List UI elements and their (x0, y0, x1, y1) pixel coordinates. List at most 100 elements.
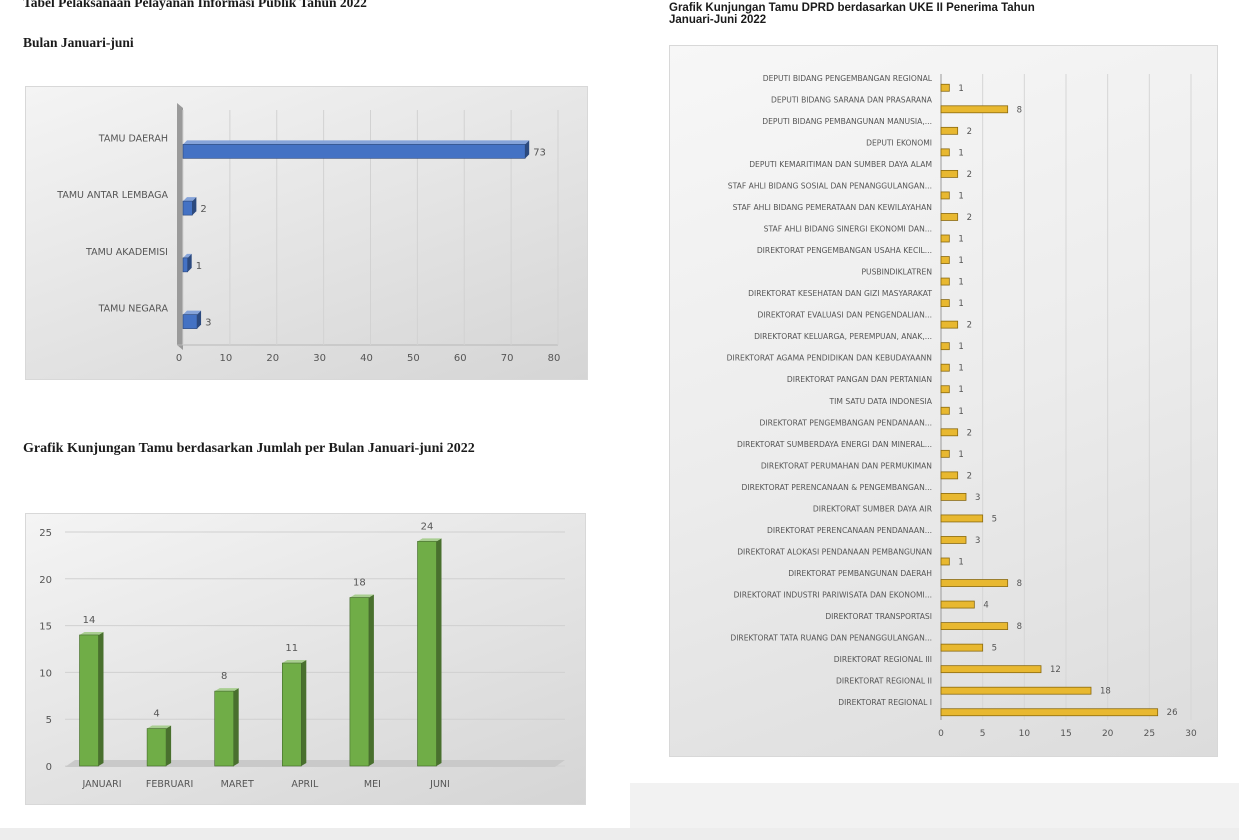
chart2-bar-top (417, 538, 442, 542)
chart3-bar (940, 536, 967, 544)
chart3-frame (669, 45, 1218, 757)
chart1-value-label: 3 (205, 318, 211, 329)
chart2-bar-top (147, 725, 172, 729)
chart3-x-tick-label: 5 (980, 729, 986, 739)
chart3-category-label: DEPUTI BIDANG PENGEMBANGAN REGIONAL (763, 74, 933, 83)
chart3-category-label: STAF AHLI BIDANG SINERGI EKONOMI DAN... (764, 225, 932, 234)
chart3-category-label: DIREKTORAT SUMBER DAYA AIR (813, 504, 933, 513)
chart1-x-tick-label: 10 (220, 353, 233, 364)
chart1-bar-top (183, 253, 192, 258)
chart2-category-label: JANUARI (81, 779, 121, 790)
chart2-bar-side (368, 594, 374, 766)
chart3-category-label: DIREKTORAT ALOKASI PENDANAAN PEMBANGUNAN (737, 548, 932, 557)
chart3-x-tick-label: 10 (1019, 729, 1031, 739)
chart3-category-label: DEPUTI KEMARITIMAN DAN SUMBER DAYA ALAM (749, 160, 932, 169)
chart1-bar-top (183, 197, 197, 202)
chart2-bar (79, 634, 99, 767)
chart3-bar (940, 579, 1009, 587)
chart1-frame (25, 86, 588, 380)
chart3-value-label: 1 (958, 342, 963, 352)
chart3-bar (940, 320, 959, 329)
chart3-value-label: 1 (958, 407, 963, 417)
chart1-bar-side (192, 197, 197, 216)
page-edge-bottom (0, 828, 1239, 840)
chart2-bar (281, 662, 302, 767)
chart1-bar (182, 257, 188, 273)
chart3-value-label: 1 (958, 84, 963, 94)
chart2-value-label: 11 (285, 643, 298, 654)
chart1-bar-side (525, 140, 530, 159)
chart1-bar-top (183, 140, 530, 145)
chart3-bar (940, 126, 959, 135)
chart2-value-label: 24 (421, 521, 434, 532)
chart1-x-tick-label: 20 (266, 353, 279, 364)
chart1-x-tick-label: 0 (176, 353, 182, 364)
chart3-bar (940, 191, 950, 200)
chart1-category-label: TAMU AKADEMISI (85, 247, 168, 258)
chart3-bar (940, 148, 950, 157)
chart3-bar (940, 256, 950, 264)
chart3-bar (940, 428, 959, 437)
chart2-bar-top (349, 594, 374, 598)
chart3-category-label: DIREKTORAT SUMBERDAYA ENERGI DAN MINERAL… (737, 440, 932, 449)
chart2-category-label: APRIL (291, 779, 319, 790)
chart1-category-label: TAMU DAERAH (98, 133, 168, 144)
chart3-category-label: DIREKTORAT PERENCANAAN PENDANAAN... (767, 526, 932, 535)
chart1-bar (182, 144, 526, 159)
chart3-x-tick-label: 15 (1060, 729, 1071, 739)
chart3-category-label: DIREKTORAT REGIONAL II (836, 677, 932, 686)
chart3-category-label: DIREKTORAT INDUSTRI PARIWISATA DAN EKONO… (734, 591, 932, 600)
chart3-value-label: 18 (1100, 687, 1111, 697)
chart1-bar-side (187, 253, 192, 272)
chart3-category-label: DIREKTORAT PEMBANGUNAN DAERAH (788, 569, 932, 578)
chart3-x-tick-label: 25 (1144, 729, 1155, 739)
chart3-value-label: 2 (967, 127, 972, 137)
chart2-value-label: 18 (353, 578, 366, 589)
chart3-bar (940, 169, 959, 178)
chart1-x-tick-label: 50 (407, 353, 420, 364)
chart2-bar (146, 728, 167, 767)
chart3-category-label: DEPUTI EKONOMI (866, 138, 932, 147)
chart3-category-label: TIM SATU DATA INDONESIA (829, 397, 933, 406)
chart3-category-label: STAF AHLI BIDANG PEMERATAAN DAN KEWILAYA… (733, 203, 932, 212)
chart2-value-label: 14 (83, 615, 96, 626)
chart2-bar-side (301, 660, 307, 766)
chart3-category-label: DIREKTORAT PERENCANAAN & PENGEMBANGAN... (741, 483, 932, 492)
chart3-bar (940, 83, 950, 92)
chart2-category-label: JUNI (429, 779, 450, 790)
chart1-x-tick-label: 30 (313, 353, 326, 364)
chart3-bar (940, 363, 950, 372)
chart1-value-label: 2 (200, 204, 206, 215)
chart3-category-label: DIREKTORAT AGAMA PENDIDIKAN DAN KEBUDAYA… (727, 354, 932, 363)
chart3-bar (940, 708, 1159, 717)
chart2-y-tick-label: 25 (39, 528, 52, 539)
chart2-category-label: FEBRUARI (146, 779, 193, 790)
chart3-value-label: 1 (958, 299, 963, 309)
chart1-x-tick-label: 80 (548, 353, 561, 364)
chart2-bar-side (98, 631, 104, 766)
chart3-value-label: 2 (967, 428, 972, 438)
chart3-category-label: DIREKTORAT TATA RUANG DAN PENANGGULANGAN… (730, 634, 932, 643)
chart1-category-label: TAMU ANTAR LEMBAGA (56, 190, 168, 201)
chart3-value-label: 2 (967, 321, 972, 331)
chart3-value-label: 1 (958, 278, 963, 288)
chart3-bar (940, 342, 950, 351)
chart1-bar (182, 200, 193, 216)
chart3-category-label: DIREKTORAT EVALUASI DAN PENGENDALIAN... (758, 311, 933, 320)
chart3-value-label: 5 (992, 514, 997, 524)
chart2-y-tick-label: 0 (46, 762, 52, 773)
chart3-value-label: 1 (958, 235, 963, 245)
chart1-title: Tabel Pelaksanaan Pelayanan Informasi Pu… (23, 0, 367, 10)
chart3-bar (940, 449, 950, 458)
chart3-bar (940, 299, 950, 308)
chart3-category-label: PUSBINDIKLATREN (861, 268, 932, 277)
chart3-value-label: 5 (992, 644, 997, 654)
chart3-value-label: 8 (1017, 622, 1022, 632)
chart3-bar (940, 557, 950, 566)
chart1-bar (182, 314, 198, 329)
chart3-bar (940, 105, 1009, 114)
chart3-category-label: DIREKTORAT KESEHATAN DAN GIZI MASYARAKAT (748, 289, 932, 298)
chart3-category-label: DEPUTI BIDANG PEMBANGUNAN MANUSIA,... (762, 117, 932, 126)
